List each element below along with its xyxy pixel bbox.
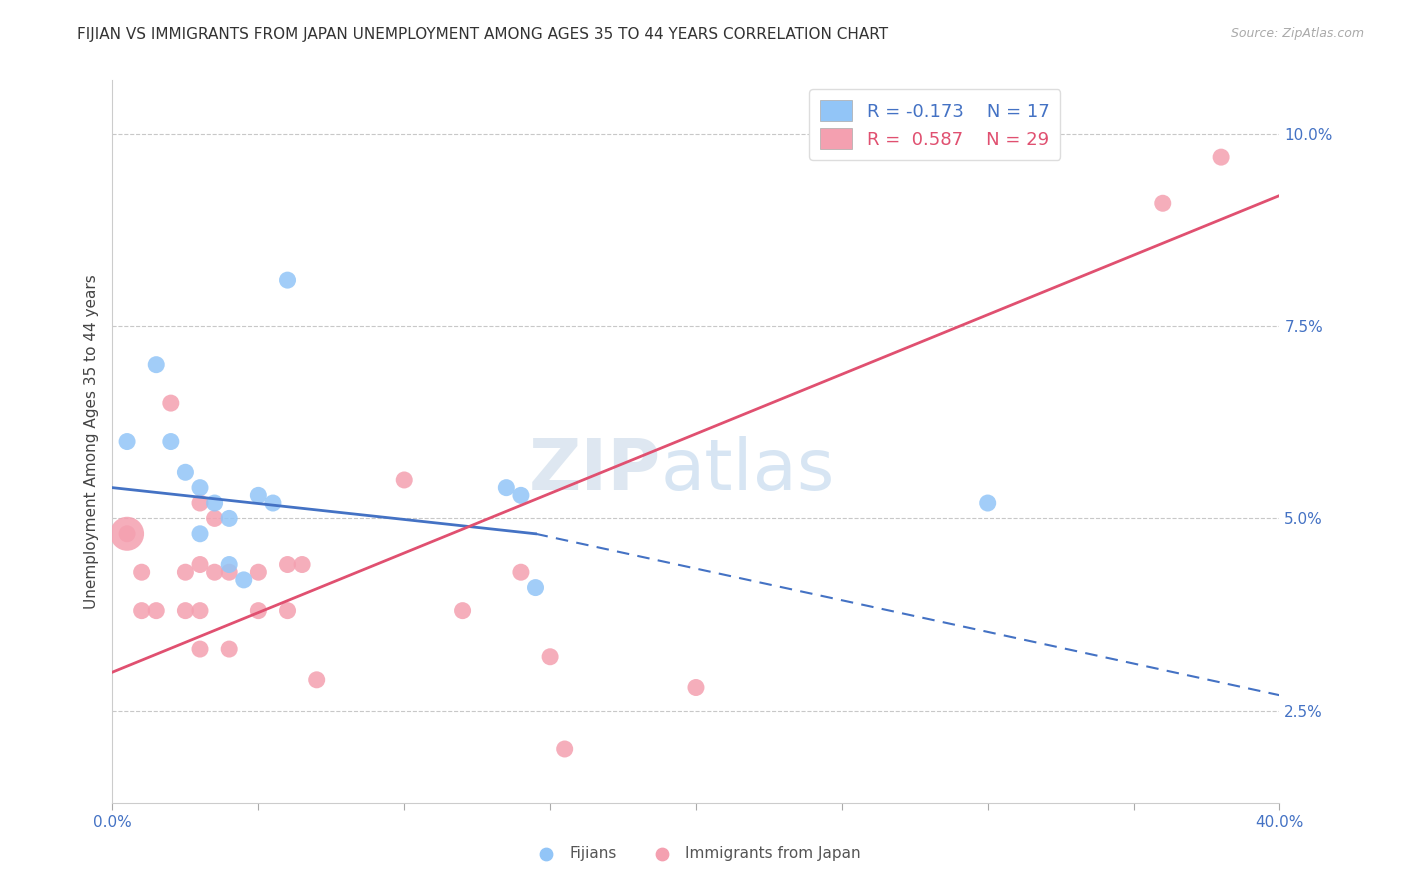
Point xyxy=(188,604,211,618)
Point xyxy=(291,558,314,572)
Point xyxy=(115,526,138,541)
Point xyxy=(218,558,240,572)
Point xyxy=(276,273,298,287)
Point xyxy=(305,673,328,687)
Point xyxy=(247,488,270,502)
Point xyxy=(204,565,226,579)
Point xyxy=(394,473,416,487)
Text: ZIP: ZIP xyxy=(529,436,661,505)
Point xyxy=(218,511,240,525)
Point xyxy=(276,558,298,572)
Point xyxy=(218,565,240,579)
Point xyxy=(188,496,211,510)
Point xyxy=(145,604,167,618)
Point xyxy=(188,642,211,657)
Y-axis label: Unemployment Among Ages 35 to 44 years: Unemployment Among Ages 35 to 44 years xyxy=(83,274,98,609)
Point xyxy=(495,481,517,495)
Point xyxy=(976,496,998,510)
Point xyxy=(160,434,183,449)
Point xyxy=(276,604,298,618)
Point xyxy=(509,488,531,502)
Point xyxy=(188,481,211,495)
Point xyxy=(1209,150,1232,164)
Point xyxy=(232,573,254,587)
Point xyxy=(174,465,197,479)
Text: Source: ZipAtlas.com: Source: ZipAtlas.com xyxy=(1230,27,1364,40)
Point xyxy=(160,396,183,410)
Point xyxy=(188,558,211,572)
Point xyxy=(145,358,167,372)
Point xyxy=(247,604,270,618)
Point xyxy=(554,742,576,756)
Point xyxy=(247,565,270,579)
Point xyxy=(524,581,547,595)
Point xyxy=(131,604,153,618)
Point xyxy=(1152,196,1174,211)
Point xyxy=(131,565,153,579)
Point xyxy=(204,496,226,510)
Point xyxy=(262,496,284,510)
Point xyxy=(174,565,197,579)
Legend: Fijians, Immigrants from Japan: Fijians, Immigrants from Japan xyxy=(524,840,868,867)
Point xyxy=(188,526,211,541)
Point xyxy=(451,604,474,618)
Text: FIJIAN VS IMMIGRANTS FROM JAPAN UNEMPLOYMENT AMONG AGES 35 TO 44 YEARS CORRELATI: FIJIAN VS IMMIGRANTS FROM JAPAN UNEMPLOY… xyxy=(77,27,889,42)
Point xyxy=(115,526,138,541)
Point xyxy=(685,681,707,695)
Text: atlas: atlas xyxy=(661,436,835,505)
Point xyxy=(115,434,138,449)
Point xyxy=(218,642,240,657)
Point xyxy=(204,511,226,525)
Point xyxy=(538,649,561,664)
Point xyxy=(174,604,197,618)
Point xyxy=(509,565,531,579)
